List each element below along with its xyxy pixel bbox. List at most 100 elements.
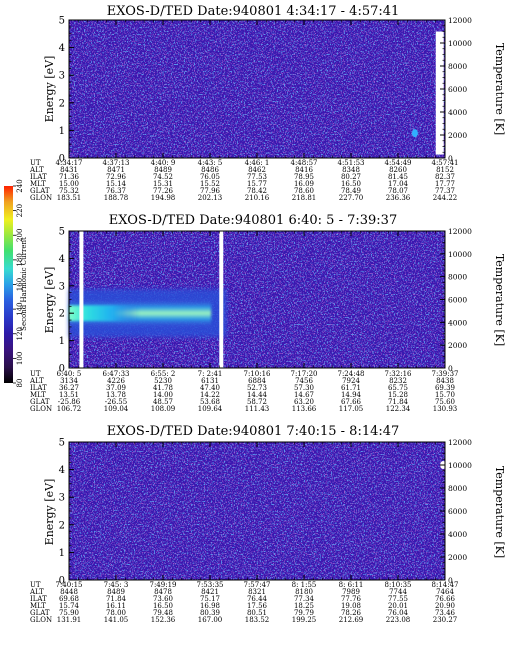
ephemeris-value: 6:47:33 [103,370,130,378]
ephemeris-value: 63.20 [294,398,314,406]
ephemeris-value: 109.04 [104,405,129,413]
y-tick-label: 1 [59,126,65,137]
ephemeris-value: 7:39:37 [432,370,459,378]
temperature-trace [435,31,444,155]
panel-1-ylabel-right: Temperature [K] [493,43,505,135]
y-tick-label: 2 [59,98,65,109]
ephemeris-value: 41.78 [153,384,173,392]
ephemeris-value: 7924 [342,377,360,385]
y-right-tick-label: 4000 [448,108,467,117]
panel-3-ylabel: Energy [eV] [43,479,56,546]
y-right-tick-label: 8000 [448,273,467,282]
ephemeris-value: 6:40: 5 [57,370,82,378]
ephemeris-value: -26.55 [105,398,127,406]
ephemeris-value: 79.79 [294,609,314,617]
colorbar-tick-label: 100 [16,352,24,365]
ephemeris-value: 71.84 [388,398,409,406]
ephemeris-value: 79.48 [153,609,173,617]
ephemeris-value: 113.66 [292,405,317,413]
ephemeris-value: 141.05 [104,616,129,624]
y-right-tick-label: 6000 [448,507,467,516]
ephemeris-value: 14.00 [153,391,173,399]
y-tick-label: 4 [59,43,65,54]
ephemeris-value: 78.00 [106,609,126,617]
ephemeris-value: 78.60 [294,187,314,195]
ephemeris-value: 14.94 [341,391,362,399]
ephemeris-value: 37.09 [106,384,126,392]
ephemeris-value: 8260 [389,166,407,174]
y-tick-label: 0 [59,576,65,587]
spectrum-spot [411,129,418,138]
ephemeris-row-label: UT [30,370,41,378]
ephemeris-value: 77.76 [341,595,362,603]
spectrogram-noise [69,20,445,158]
ephemeris-value: 80.27 [341,173,361,181]
y-right-tick-label: 2000 [448,553,467,562]
ephemeris-value: 78.26 [341,609,362,617]
ephemeris-value: 109.64 [198,405,223,413]
ephemeris-value: 7:45: 3 [104,581,129,589]
ephemeris-value: 4:51:53 [338,159,365,167]
ephemeris-value: 75.17 [200,595,220,603]
y-tick-label: 5 [59,16,65,27]
y-tick-label: 4 [59,254,65,265]
ephemeris-row-label: ALT [29,166,44,174]
y-right-tick-label: 10000 [448,250,472,259]
ephemeris-value: 4226 [107,377,125,385]
ephemeris-value: 199.25 [292,616,317,624]
ephemeris-value: 15.14 [106,180,127,188]
ephemeris-value: 69.39 [435,384,455,392]
ephemeris-row-label: MLT [30,602,46,610]
ephemeris-value: 78.95 [294,173,314,181]
colorbar: 80 100 120 140 160 180 200 220 240 Second Harmon… [4,179,28,387]
ephemeris-value: 77.96 [200,187,221,195]
ephemeris-value: 7:49:19 [150,581,177,589]
y-right-tick-label: 8000 [448,484,467,493]
ephemeris-row-label: UT [30,159,41,167]
ephemeris-value: 7464 [436,588,454,596]
ephemeris-value: 15.77 [247,180,267,188]
spectrogram-noise [69,442,445,580]
colorbar-tick-label: 120 [16,327,24,340]
y-right-tick-label: 12000 [448,227,472,236]
ephemeris-value: 117.05 [339,405,364,413]
ephemeris-value: 77.37 [435,187,455,195]
ephemeris-value: 106.72 [57,405,82,413]
ephemeris-value: 8486 [201,166,219,174]
ephemeris-value: 17.77 [435,180,455,188]
ephemeris-value: 108.09 [151,405,176,413]
ephemeris-value: 48.57 [153,398,173,406]
colorbar-label: Second Harmonic Current [20,237,28,331]
ephemeris-value: 4:40: 9 [151,159,176,167]
ephemeris-row-label: ILAT [30,384,47,392]
ephemeris-value: 202.13 [198,194,223,202]
data-gap [79,231,84,368]
ephemeris-value: 7:10:16 [244,370,272,378]
y-tick-label: 5 [59,227,65,238]
ephemeris-value: 4:54:49 [385,159,412,167]
ephemeris-value: 78.07 [388,187,408,195]
ephemeris-value: 16.11 [106,602,126,610]
panel-3: EXOS-D/TED Date:940801 7:40:15 - 8:14:47… [29,424,505,624]
ephemeris-value: 7456 [295,377,313,385]
ephemeris-value: 7: 2:41 [198,370,223,378]
panel-2-spectrogram [69,231,445,368]
ephemeris-value: 65.75 [388,384,408,392]
y-tick-label: 0 [59,154,65,165]
ephemeris-value: 194.98 [151,194,176,202]
panel-1-title: EXOS-D/TED Date:940801 4:34:17 - 4:57:41 [107,4,400,19]
ephemeris-row-label: GLAT [30,187,50,195]
colorbar-tick-label: 80 [16,379,24,388]
panel-1: EXOS-D/TED Date:940801 4:34:17 - 4:57:41… [29,4,505,202]
panel-2-ylabel-right: Temperature [K] [493,254,505,346]
y-right-tick-label: 4000 [448,530,467,539]
y-right-tick-label: 0 [448,576,453,585]
ephemeris-value: 7:57:47 [244,581,271,589]
ephemeris-value: 8448 [60,588,78,596]
ephemeris-value: 183.51 [57,194,82,202]
ephemeris-value: 15.52 [200,180,220,188]
ephemeris-row-label: GLON [30,405,52,413]
